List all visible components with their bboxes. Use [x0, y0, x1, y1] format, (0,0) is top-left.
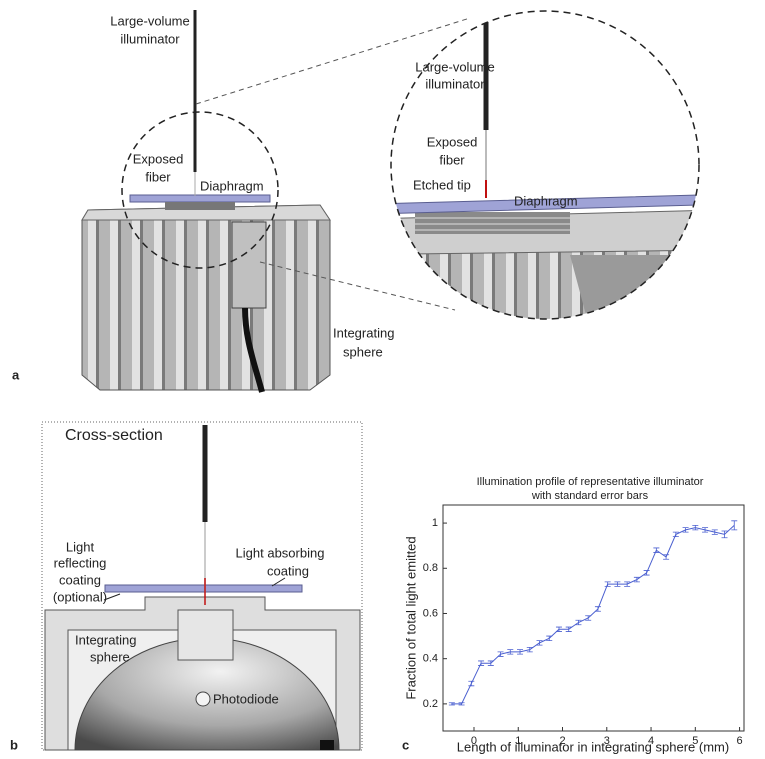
- page: { "panel_a": { "label": "a", "illuminato…: [0, 0, 765, 759]
- label: (optional): [53, 589, 107, 604]
- label: Etched tip: [413, 177, 471, 192]
- panel-label: a: [12, 367, 20, 382]
- label: Integrating: [75, 632, 136, 647]
- label: fiber: [439, 152, 465, 167]
- x-tick-label: 3: [604, 735, 610, 747]
- label: fiber: [145, 169, 171, 184]
- zoom-drawing: [330, 10, 720, 330]
- y-tick-label: 0.8: [423, 562, 438, 574]
- label: Exposed: [427, 134, 478, 149]
- plot-frame: [443, 505, 744, 731]
- x-tick-label: 2: [559, 735, 565, 747]
- label: coating: [267, 563, 309, 578]
- label: Integrating: [333, 325, 394, 340]
- label: Exposed: [133, 151, 184, 166]
- panel-label: b: [10, 737, 18, 752]
- label: Light: [66, 539, 95, 554]
- label: sphere: [343, 344, 383, 359]
- panel-label: c: [402, 737, 409, 752]
- x-tick-label: 4: [648, 735, 654, 747]
- chart-title: with standard error bars: [531, 490, 649, 502]
- label: reflecting: [54, 555, 107, 570]
- data-line: [452, 525, 734, 704]
- x-axis-label: Length of illuminator in integrating sph…: [457, 739, 729, 754]
- x-tick-label: 6: [737, 735, 743, 747]
- y-tick-label: 0.2: [423, 698, 438, 710]
- x-tick-label: 1: [515, 735, 521, 747]
- error-bar: [731, 521, 737, 530]
- label: Diaphragm: [514, 193, 578, 208]
- error-bar: [468, 681, 474, 686]
- figure: Large-volume illuminator Exposed fiber D…: [0, 0, 765, 759]
- label: Large-volume: [110, 13, 190, 28]
- label: sphere: [90, 649, 130, 664]
- y-axis-label: Fraction of total light emitted: [403, 536, 418, 699]
- x-tick-label: 5: [692, 735, 698, 747]
- chart-title: Illumination profile of representative i…: [477, 476, 704, 488]
- y-tick-label: 0.4: [423, 653, 438, 665]
- label: coating: [59, 572, 101, 587]
- label: Light absorbing: [236, 545, 325, 560]
- error-bar: [673, 532, 679, 537]
- label: Photodiode: [213, 691, 279, 706]
- y-tick-label: 1: [432, 517, 438, 529]
- label: illuminator: [120, 31, 180, 46]
- label: illuminator: [425, 76, 485, 91]
- title: Cross-section: [65, 427, 163, 444]
- x-tick-label: 0: [471, 735, 477, 747]
- label: Diaphragm: [200, 178, 264, 193]
- label: Large-volume: [415, 59, 495, 74]
- y-tick-label: 0.6: [423, 607, 438, 619]
